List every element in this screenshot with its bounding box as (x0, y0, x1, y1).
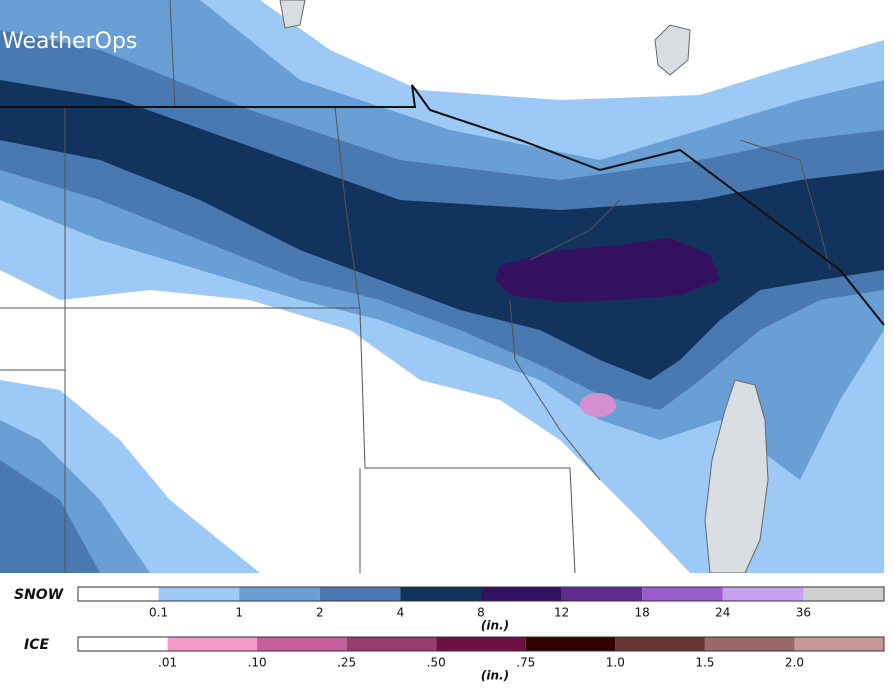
snow-tick-label: 4 (397, 606, 405, 620)
borders (0, 0, 885, 574)
ice-bar-frame (77, 636, 885, 652)
band-darkest (0, 80, 884, 380)
ice-tick-label: .01 (158, 656, 177, 670)
ice-tick-label: 2.0 (785, 656, 804, 670)
ice-swatch (78, 637, 168, 651)
ice-swatch (436, 637, 526, 651)
ice-swatch (257, 637, 347, 651)
ice-swatch (167, 637, 258, 651)
ice-tick-label: .25 (337, 656, 356, 670)
ice-swatch (346, 637, 437, 651)
snow-unit: (in.) (481, 619, 509, 633)
lake-nipigon (654, 24, 691, 76)
band-pink (580, 393, 616, 417)
snow-swatch (561, 587, 643, 601)
ice-tick-label: .75 (516, 656, 535, 670)
snow-swatch (239, 587, 320, 601)
ice-swatch (525, 637, 616, 651)
logo: WeatherOps (2, 29, 137, 54)
snow-tick-label: 24 (715, 606, 730, 620)
international-border (0, 84, 885, 326)
band-purple (495, 238, 720, 302)
snow-tick-label: 1 (235, 606, 243, 620)
ice-swatch (794, 637, 884, 651)
snow-swatch (481, 587, 562, 601)
snow-tick-label: 2 (316, 606, 324, 620)
ice-swatch (704, 637, 795, 651)
snow-swatch (400, 587, 481, 601)
snow-tick-label: 18 (635, 606, 650, 620)
state-border (0, 0, 831, 574)
snow-swatch (319, 587, 401, 601)
lake-winnipeg (279, 0, 306, 29)
snow-swatch (722, 587, 804, 601)
ice-legend-label: ICE (24, 637, 49, 653)
ice-swatch (615, 637, 705, 651)
snow-bar-frame (77, 586, 885, 602)
snow-tick-label: 0.1 (149, 606, 168, 620)
ice-unit: (in.) (481, 669, 509, 683)
snow-swatch (78, 587, 159, 601)
snow-tick-label: 8 (477, 606, 485, 620)
ice-tick-label: .10 (248, 656, 267, 670)
snow-legend-label: SNOW (14, 587, 64, 603)
snow-tick-label: 36 (796, 606, 811, 620)
ice-tick-label: 1.5 (695, 656, 714, 670)
snow-swatch (803, 587, 884, 601)
ice-tick-label: .50 (427, 656, 446, 670)
snow-swatch (158, 587, 240, 601)
snow-swatch (642, 587, 723, 601)
snow-tick-label: 12 (554, 606, 569, 620)
ice-tick-label: 1.0 (606, 656, 625, 670)
snow-bands (0, 0, 884, 574)
